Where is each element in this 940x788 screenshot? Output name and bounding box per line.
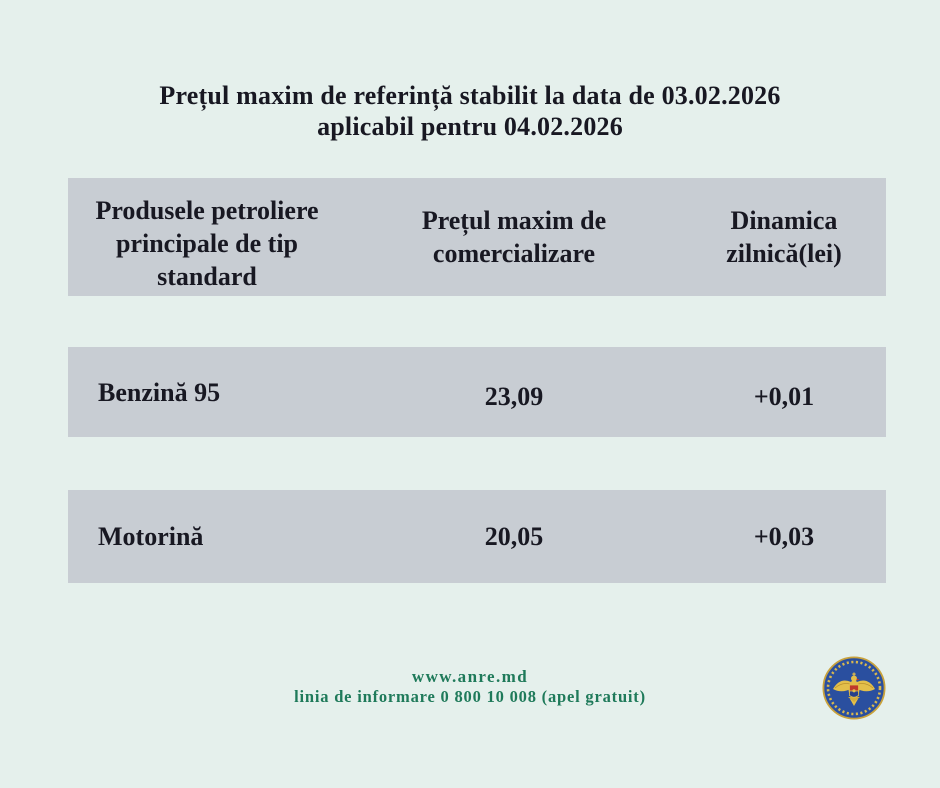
header-dynamic-label: Dinamica zilnică(lei): [726, 206, 842, 268]
info-line-text: linia de informare 0 800 10 008 (apel gr…: [294, 687, 646, 706]
website-text: www.anre.md: [411, 667, 529, 686]
product-cell: Benzină 95: [68, 347, 346, 437]
product-name: Benzină 95: [98, 377, 221, 407]
title-line-1: Prețul maxim de referință stabilit la da…: [159, 81, 781, 110]
price-value: 23,09: [484, 382, 544, 411]
product-name: Motorină: [98, 522, 204, 551]
table-header-row: Produsele petroliere principale de tip s…: [68, 178, 886, 296]
price-value: 20,05: [484, 522, 544, 551]
header-price-label: Prețul maxim de comercializare: [421, 206, 607, 268]
price-cell: 23,09: [346, 347, 682, 437]
title-line-2: aplicabil pentru 04.02.2026: [317, 112, 623, 141]
dynamic-cell: +0,03: [682, 490, 886, 583]
moldova-coat-of-arms-seal-icon: [822, 656, 886, 720]
header-dynamic-column: Dinamica zilnică(lei): [682, 178, 886, 296]
table-row: Motorină 20,05 +0,03: [68, 490, 886, 583]
product-cell: Motorină: [68, 490, 346, 583]
dynamic-value: +0,03: [753, 522, 815, 551]
header-product-column: Produsele petroliere principale de tip s…: [68, 178, 346, 296]
page-title: Prețul maxim de referință stabilit la da…: [0, 80, 940, 142]
footer: www.anre.md linia de informare 0 800 10 …: [0, 667, 940, 707]
dynamic-value: +0,01: [753, 382, 815, 411]
header-product-label: Produsele petroliere principale de tip s…: [95, 195, 319, 291]
table-row: Benzină 95 23,09 +0,01: [68, 347, 886, 437]
price-cell: 20,05: [346, 490, 682, 583]
header-price-column: Prețul maxim de comercializare: [346, 178, 682, 296]
dynamic-cell: +0,01: [682, 347, 886, 437]
